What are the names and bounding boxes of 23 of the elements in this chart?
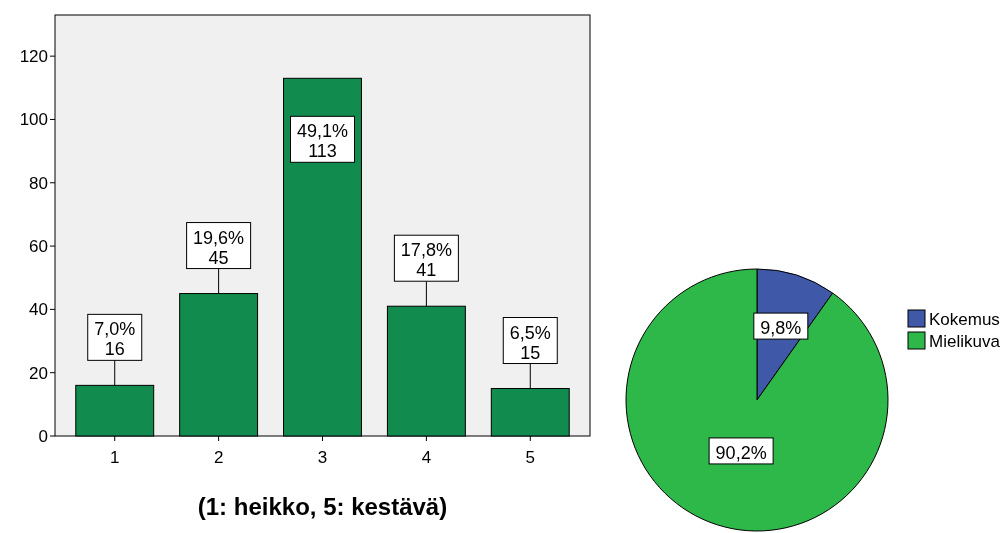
y-tick-label: 120 (19, 47, 48, 67)
y-tick-label: 100 (19, 110, 48, 130)
y-tick-label: 20 (29, 363, 48, 383)
data-label: 90,2% (715, 442, 767, 463)
y-tick-label: 0 (38, 427, 48, 446)
pie-slice (625, 268, 889, 532)
x-tick-label: 5 (525, 448, 535, 467)
data-label: 49,1% 113 (296, 121, 349, 162)
data-label: 7,0% 16 (94, 319, 136, 360)
y-tick-label: 60 (29, 237, 48, 257)
x-tick-label: 4 (421, 448, 432, 467)
y-tick-label: 80 (29, 173, 48, 193)
y-tick-label: 40 (29, 300, 48, 320)
legend-label: Mielikuva (929, 332, 1001, 351)
data-label: 17,8% 41 (400, 240, 452, 281)
x-tick-label: 2 (213, 448, 224, 467)
legend-label: Kokemus (929, 310, 1000, 329)
x-tick-label: 3 (317, 448, 328, 467)
x-tick-label: 1 (110, 448, 120, 467)
data-label: 9,8% (760, 318, 802, 339)
data-label: 6,5% 15 (509, 322, 551, 363)
data-label: 19,6% 45 (193, 227, 245, 268)
x-axis-title: (1: heikko, 5: kestävä) (197, 493, 448, 520)
